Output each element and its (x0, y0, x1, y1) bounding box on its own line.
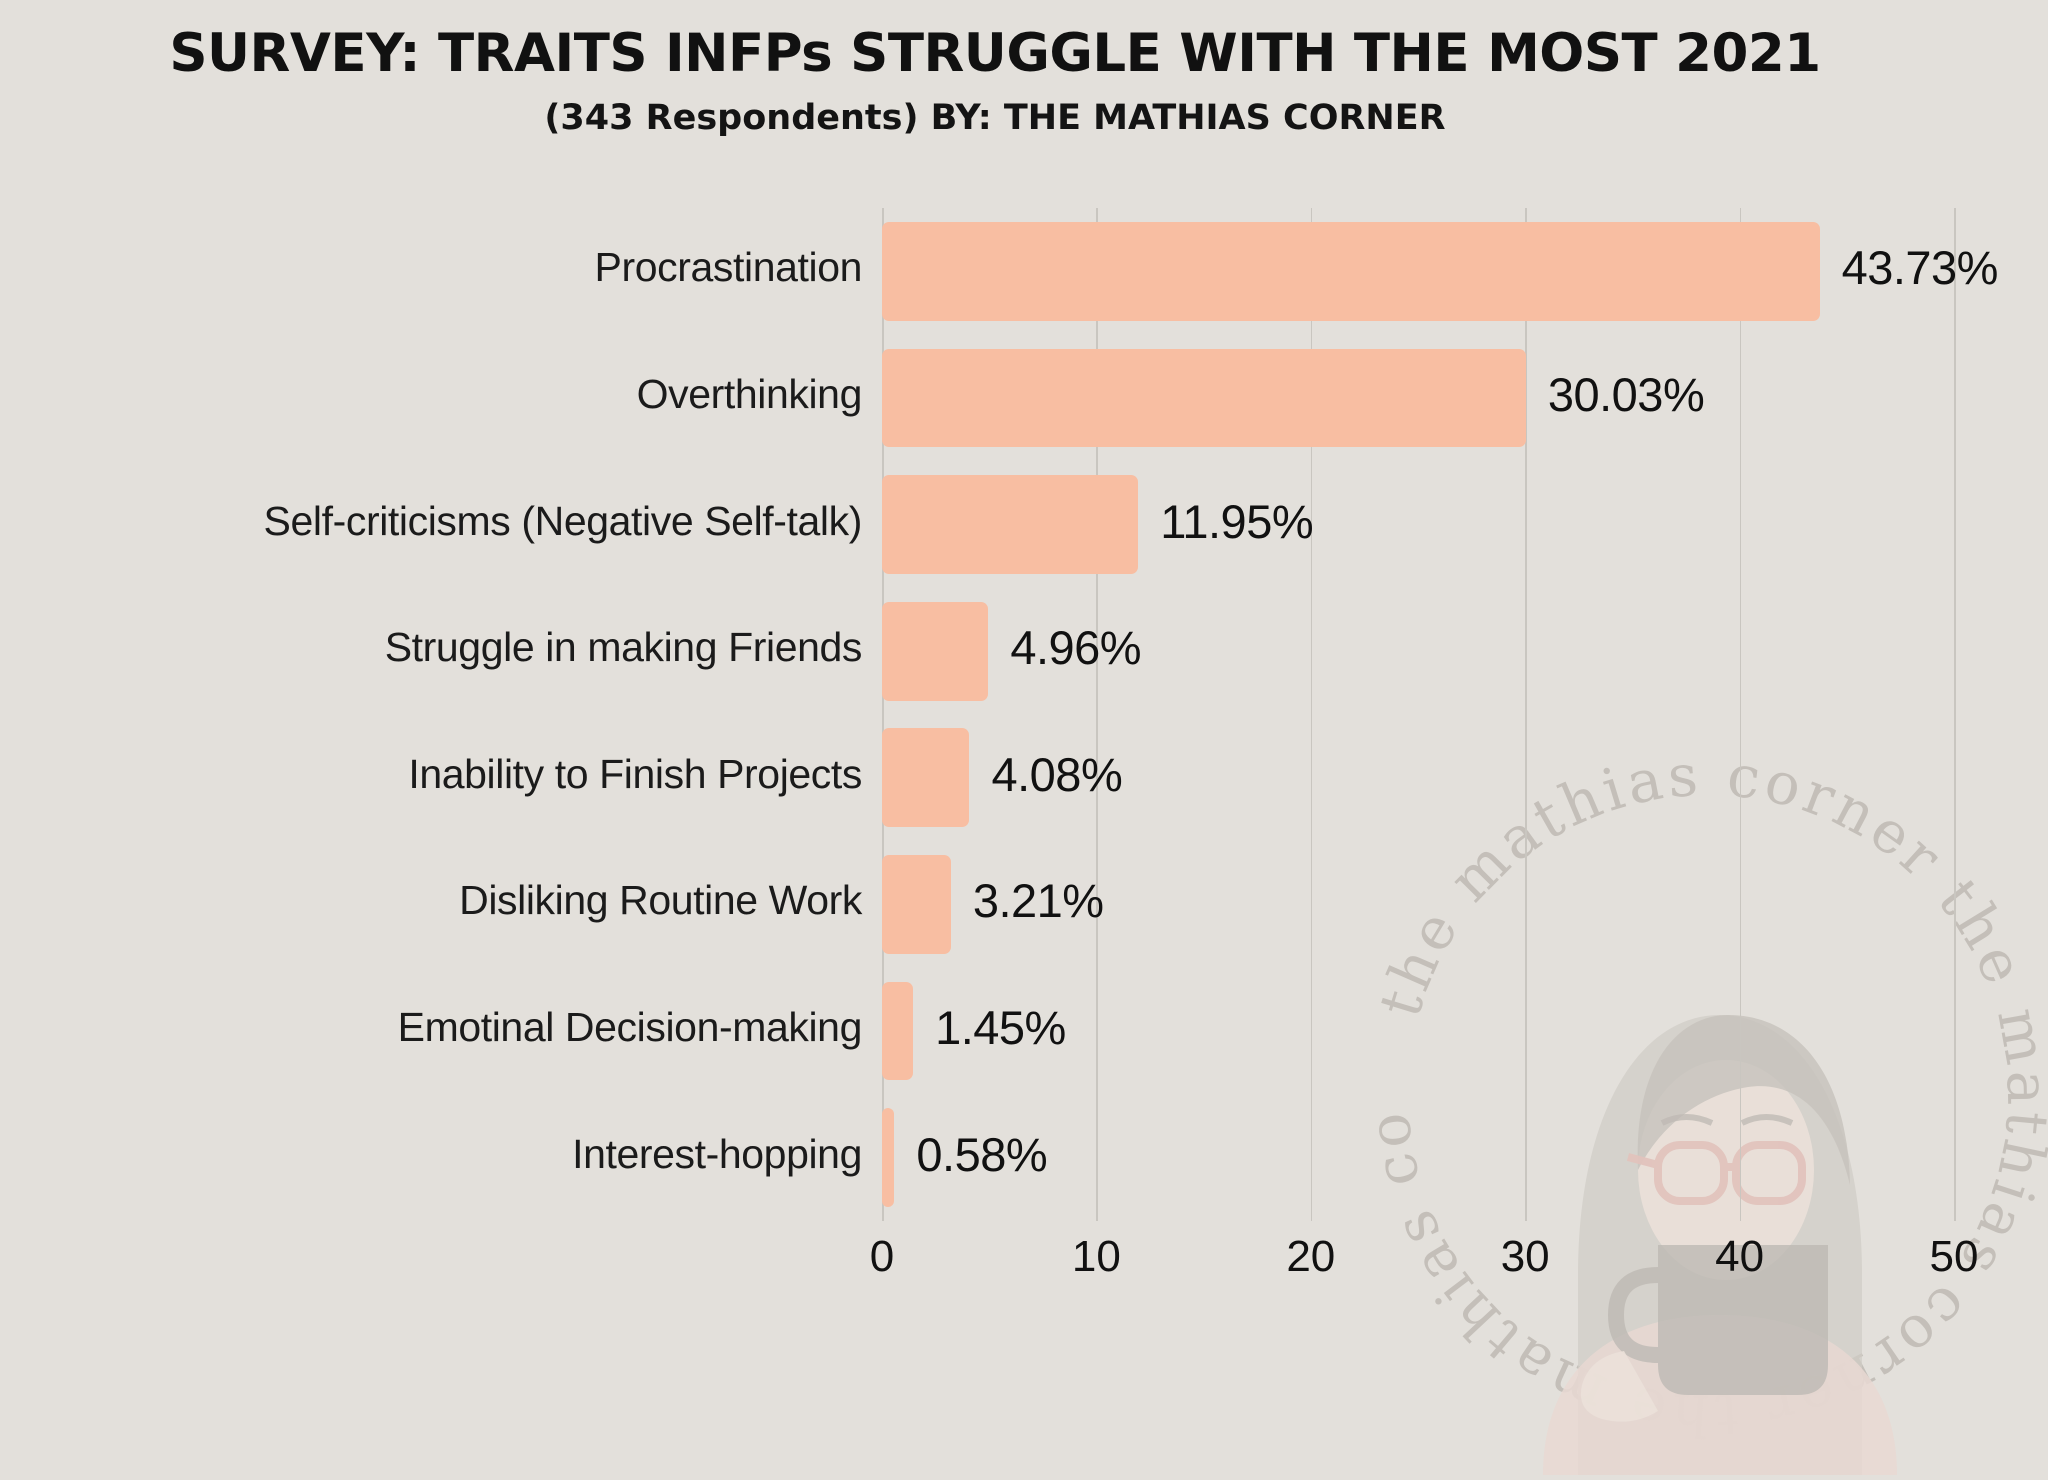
bar-row: Disliking Routine Work 3.21% (0, 841, 2048, 968)
category-label: Procrastination (594, 244, 863, 291)
bar[interactable] (882, 221, 1820, 321)
gridline (1096, 208, 1098, 1221)
bar[interactable] (882, 728, 970, 828)
bar-row: Interest-hopping 0.58% (0, 1094, 2048, 1221)
bar[interactable] (882, 348, 1526, 448)
bar-row: Self-criticisms (Negative Self-talk) 11.9… (0, 461, 2048, 588)
x-axis-tick-label: 0 (869, 1232, 895, 1281)
x-axis-tick-label: 30 (1500, 1232, 1550, 1281)
bar[interactable] (882, 855, 951, 954)
x-axis-tick-label: 50 (1929, 1232, 1979, 1281)
bar-value-label: 4.96% (1010, 621, 1142, 675)
bar-value-label: 43.73% (1841, 241, 1999, 295)
chart-container: the mathias corner the mathias corner th… (0, 26, 2048, 1475)
bar-value-label: 3.21% (972, 874, 1104, 928)
bar-row: Procrastination 43.73% (0, 208, 2048, 335)
bar-value-label: 30.03% (1547, 367, 1705, 421)
bar-value-label: 4.08% (991, 747, 1123, 801)
gridline (882, 208, 884, 1221)
x-axis-tick-label: 40 (1715, 1232, 1765, 1281)
gridline (1954, 208, 1956, 1221)
bar-value-label: 1.45% (935, 1001, 1066, 1055)
gridline (1310, 208, 1313, 1221)
x-axis: 0 10 20 30 40 50 (870, 1232, 1979, 1302)
category-label: Interest-hopping (572, 1130, 862, 1177)
category-label: Overthinking (636, 370, 863, 417)
page-subtitle: (343 Respondents) BY: THE MATHIAS CORNER (544, 97, 1446, 138)
category-label: Self-criticisms (Negative Self-talk) (263, 497, 863, 544)
bar[interactable] (882, 1108, 895, 1208)
page-title: SURVEY: TRAITS INFPs STRUGGLE WITH THE M… (169, 23, 1821, 84)
bar-value-label: 11.95% (1160, 494, 1314, 548)
bar-row: Overthinking 30.03% (0, 335, 2048, 462)
bar-row: Struggle in making Friends 4.96% (0, 588, 2048, 715)
bar-row: Emotinal Decision-making 1.45% (0, 968, 2048, 1095)
gridline (1739, 208, 1742, 1221)
bar-row: Inability to Finish Projects 4.08% (0, 715, 2048, 842)
category-label: Disliking Routine Work (459, 877, 862, 924)
bar-value-label: 0.58% (916, 1127, 1048, 1181)
category-label: Inability to Finish Projects (408, 750, 862, 797)
category-label: Struggle in making Friends (384, 624, 863, 671)
bar[interactable] (882, 981, 914, 1081)
bar-rows: Procrastination 43.73% Overthinking 30.03% S… (0, 208, 2048, 1221)
gridlines (882, 208, 1956, 1221)
category-label: Emotinal Decision-making (397, 1004, 863, 1051)
x-axis-tick-label: 20 (1286, 1232, 1336, 1281)
x-axis-tick-label: 10 (1071, 1232, 1121, 1281)
bar[interactable] (882, 601, 989, 701)
bar[interactable] (882, 475, 1139, 574)
title-block: SURVEY: TRAITS INFPs STRUGGLE WITH THE M… (0, 26, 1990, 138)
plot-area: Procrastination 43.73% Overthinking 30.03% S… (0, 208, 2048, 1302)
gridline (1525, 208, 1527, 1221)
